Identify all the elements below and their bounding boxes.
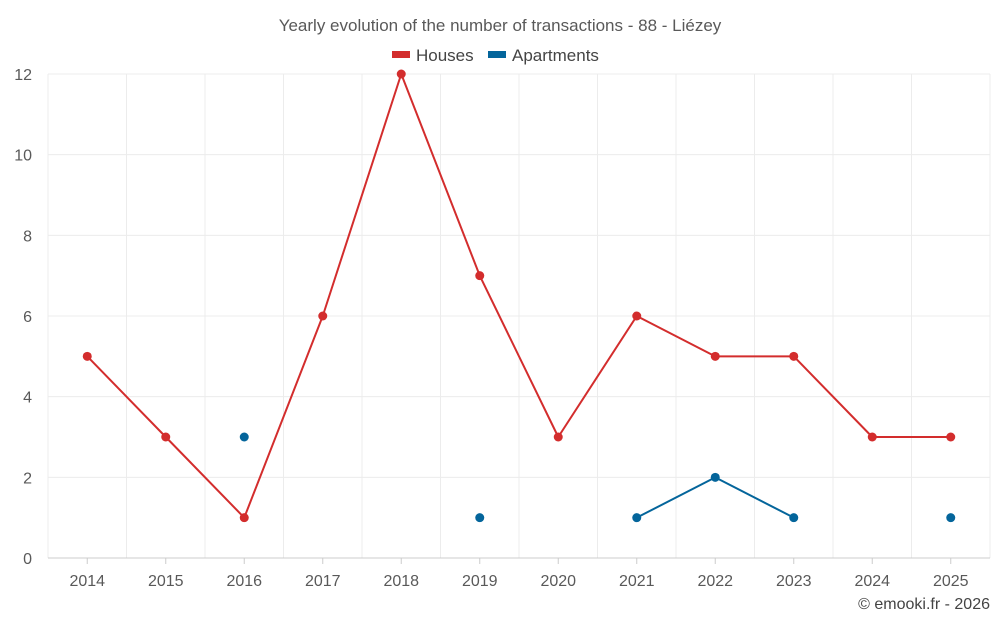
- data-point-houses[interactable]: [946, 432, 956, 442]
- x-tick-label: 2025: [933, 573, 969, 590]
- series-line-apartments: [635, 476, 717, 519]
- series-line-apartments: [714, 476, 795, 519]
- x-tick-label: 2019: [462, 573, 498, 590]
- x-tick-label: 2014: [69, 573, 105, 590]
- chart-title: Yearly evolution of the number of transa…: [279, 16, 722, 35]
- x-tick-label: 2018: [383, 573, 419, 590]
- x-axis-ticks: 2014 2015 2016 2017 2018 2019 2020 2021 2022 2023…: [69, 558, 969, 590]
- data-point-apartments[interactable]: [632, 513, 642, 523]
- grid: [47, 73, 991, 559]
- data-point-houses[interactable]: [553, 432, 563, 442]
- data-point-houses[interactable]: [710, 351, 720, 361]
- data-point-houses[interactable]: [161, 432, 171, 442]
- x-tick-label: 2023: [776, 573, 812, 590]
- y-axis-ticks: 0 2 4 6 8 10 12: [14, 67, 32, 568]
- data-point-apartments[interactable]: [710, 472, 720, 482]
- legend-label-apartments: Apartments: [512, 46, 599, 65]
- legend-item-apartments[interactable]: Apartments: [488, 46, 599, 65]
- series-line-houses: [635, 315, 717, 358]
- series-line-houses: [164, 436, 246, 519]
- x-tick-label: 2022: [697, 573, 733, 590]
- y-tick-label: 8: [23, 228, 32, 245]
- data-point-apartments[interactable]: [239, 432, 249, 442]
- y-tick-label: 12: [14, 67, 32, 84]
- x-tick-label: 2021: [619, 573, 655, 590]
- y-tick-label: 0: [23, 551, 32, 568]
- series-line-houses: [792, 355, 874, 438]
- series-line-houses: [321, 73, 403, 317]
- y-tick-label: 6: [23, 309, 32, 326]
- data-point-houses[interactable]: [82, 351, 92, 361]
- legend: Houses Apartments: [392, 46, 599, 65]
- y-tick-label: 4: [23, 390, 32, 407]
- x-tick-label: 2017: [305, 573, 341, 590]
- data-point-apartments[interactable]: [789, 513, 799, 523]
- data-point-houses[interactable]: [475, 271, 485, 281]
- series-line-houses: [86, 355, 167, 438]
- legend-item-houses[interactable]: Houses: [392, 46, 474, 65]
- data-point-houses[interactable]: [789, 351, 799, 361]
- series-line-houses: [400, 73, 481, 277]
- series-houses: [82, 69, 956, 523]
- data-point-houses[interactable]: [632, 311, 642, 321]
- data-point-houses[interactable]: [396, 69, 406, 79]
- series-line-houses: [243, 315, 324, 519]
- x-tick-label: 2020: [540, 573, 576, 590]
- y-tick-label: 2: [23, 470, 32, 487]
- x-tick-label: 2024: [854, 573, 890, 590]
- data-point-apartments[interactable]: [946, 513, 956, 523]
- series-line-houses: [557, 315, 638, 438]
- series-line-houses: [478, 274, 560, 438]
- data-point-apartments[interactable]: [475, 513, 485, 523]
- x-tick-label: 2015: [148, 573, 184, 590]
- series-apartments: [239, 432, 956, 523]
- data-point-houses[interactable]: [239, 513, 249, 523]
- legend-label-houses: Houses: [416, 46, 474, 65]
- credit: © emooki.fr - 2026: [858, 596, 990, 613]
- data-point-houses[interactable]: [318, 311, 328, 321]
- y-tick-label: 10: [14, 148, 32, 165]
- legend-swatch-houses: [392, 51, 410, 58]
- series: [82, 69, 956, 523]
- x-tick-label: 2016: [226, 573, 262, 590]
- legend-swatch-apartments: [488, 51, 506, 58]
- data-point-houses[interactable]: [867, 432, 877, 442]
